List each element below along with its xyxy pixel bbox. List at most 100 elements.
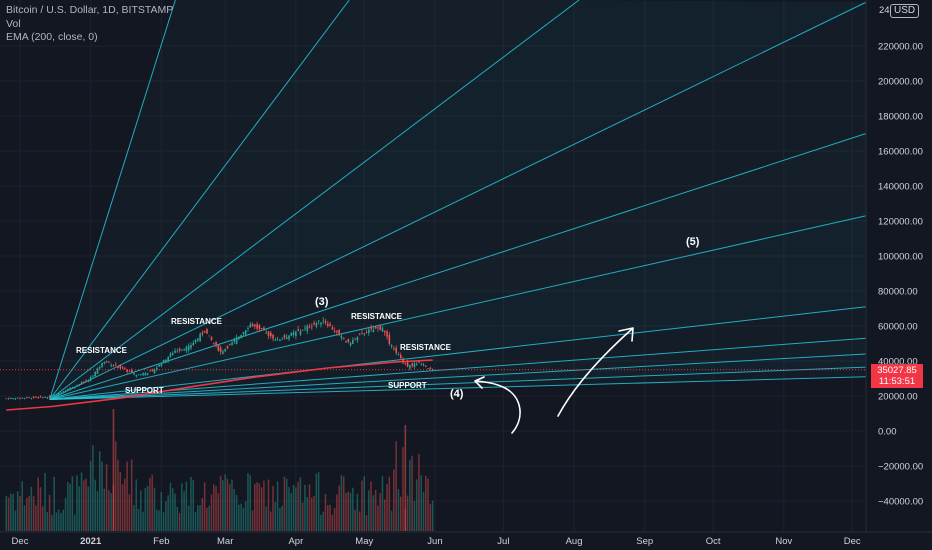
candle-body	[78, 384, 81, 386]
candle-body	[299, 330, 302, 335]
volume-bar	[317, 472, 320, 531]
volume-bar	[281, 505, 283, 531]
currency-selector[interactable]: USD	[890, 4, 920, 18]
volume-bar	[290, 493, 293, 531]
fan-line	[49, 0, 350, 400]
candle-body	[57, 392, 60, 396]
candle-body	[114, 364, 117, 366]
volume-bar	[320, 514, 322, 531]
volume-bar	[342, 476, 345, 531]
candle-body	[126, 369, 128, 372]
fan-line	[49, 306, 867, 400]
candle-body	[85, 380, 87, 382]
volume-bar	[388, 476, 391, 531]
volume-bar	[322, 511, 324, 531]
volume-bar	[384, 499, 386, 531]
price-tick-label: 100000.00	[878, 252, 923, 263]
gann-fan[interactable]	[49, 0, 867, 400]
candle-body	[156, 367, 158, 370]
volume-bar	[140, 490, 142, 531]
ema-line	[6, 359, 433, 411]
last-price-tag: 35027.85 11:53:51	[871, 364, 923, 388]
volume-bar	[431, 500, 434, 531]
candle-body	[370, 327, 372, 330]
volume-bar	[194, 511, 197, 531]
candle-body	[80, 382, 83, 385]
volume-bar	[254, 483, 256, 531]
volume-bar	[178, 512, 181, 531]
candle-body	[48, 396, 51, 398]
volume-bar	[87, 486, 90, 531]
volume-bar	[386, 483, 388, 531]
volume-bar	[288, 487, 290, 531]
candle-body	[390, 345, 393, 347]
time-tick-label: 2021	[80, 536, 102, 547]
volume-bar	[14, 510, 17, 531]
symbol-title[interactable]: Bitcoin / U.S. Dollar, 1D, BITSTAMP	[6, 4, 174, 16]
time-tick-label: May	[355, 536, 373, 547]
volume-bar	[331, 514, 334, 531]
volume-bar	[55, 512, 58, 531]
candle-body	[92, 375, 94, 377]
candle-body	[386, 331, 388, 337]
candle-body	[281, 338, 283, 340]
price-axis[interactable]: 220000.00 200000.00 180000.00 160000.00 1400…	[878, 42, 923, 508]
volume-bar	[365, 515, 368, 531]
candle-body	[14, 398, 17, 400]
candle-body	[240, 334, 242, 338]
volume-bar	[16, 491, 19, 531]
candle-body	[32, 396, 35, 398]
volume-bar	[329, 504, 331, 531]
volume-bar	[347, 491, 350, 531]
candle-body	[174, 350, 176, 353]
volume-bar	[213, 484, 215, 531]
volume-bar	[108, 490, 110, 531]
candle-body	[361, 333, 363, 334]
volume-bar-spike	[404, 425, 407, 531]
candle-body	[247, 328, 249, 329]
candle-body	[358, 334, 361, 336]
volume-bar	[85, 478, 87, 531]
volume-bar	[224, 474, 226, 531]
volume-bar	[37, 477, 39, 531]
volume-bar	[240, 503, 242, 531]
candle-body	[71, 387, 74, 389]
volume-bar	[5, 496, 8, 531]
candle-body	[338, 329, 340, 334]
candle-body	[101, 363, 103, 367]
volume-bar	[101, 461, 103, 531]
candle-body	[340, 335, 343, 339]
candle-body	[178, 348, 181, 351]
candle-body	[121, 367, 124, 369]
volume-bar	[395, 441, 397, 531]
candle-body	[333, 330, 336, 332]
volume-bar	[352, 487, 354, 531]
candle-body	[377, 327, 379, 329]
candle-body	[285, 337, 288, 339]
volume-bar	[308, 484, 311, 531]
volume-bar	[409, 459, 411, 531]
volume-bar	[185, 481, 188, 531]
volume-bar	[110, 493, 112, 531]
chart-legend[interactable]: Bitcoin / U.S. Dollar, 1D, BITSTAMP Vol …	[6, 4, 173, 45]
candle-body	[406, 362, 409, 367]
volume-bar	[263, 480, 265, 531]
candle-body	[185, 346, 188, 351]
ema-indicator-label[interactable]: EMA (200, close, 0)	[6, 31, 98, 43]
volume-bar	[279, 507, 281, 531]
time-tick-label: Sep	[636, 536, 653, 547]
time-axis[interactable]: Dec 2021 Feb Mar Apr May Jun Jul Aug Sep Oct Nov Dec	[12, 536, 861, 547]
volume-bar	[251, 510, 254, 531]
volume-bar	[327, 505, 329, 531]
candle-body	[411, 363, 413, 366]
time-tick-label: Aug	[566, 536, 583, 547]
candle-body	[397, 354, 400, 356]
candle-body	[265, 332, 268, 334]
candle-body	[256, 324, 258, 329]
volume-indicator-label[interactable]: Vol	[6, 17, 21, 30]
volume-bar	[67, 481, 69, 531]
candle-body	[238, 336, 240, 340]
candle-body	[402, 358, 404, 363]
volume-bar	[210, 494, 213, 531]
